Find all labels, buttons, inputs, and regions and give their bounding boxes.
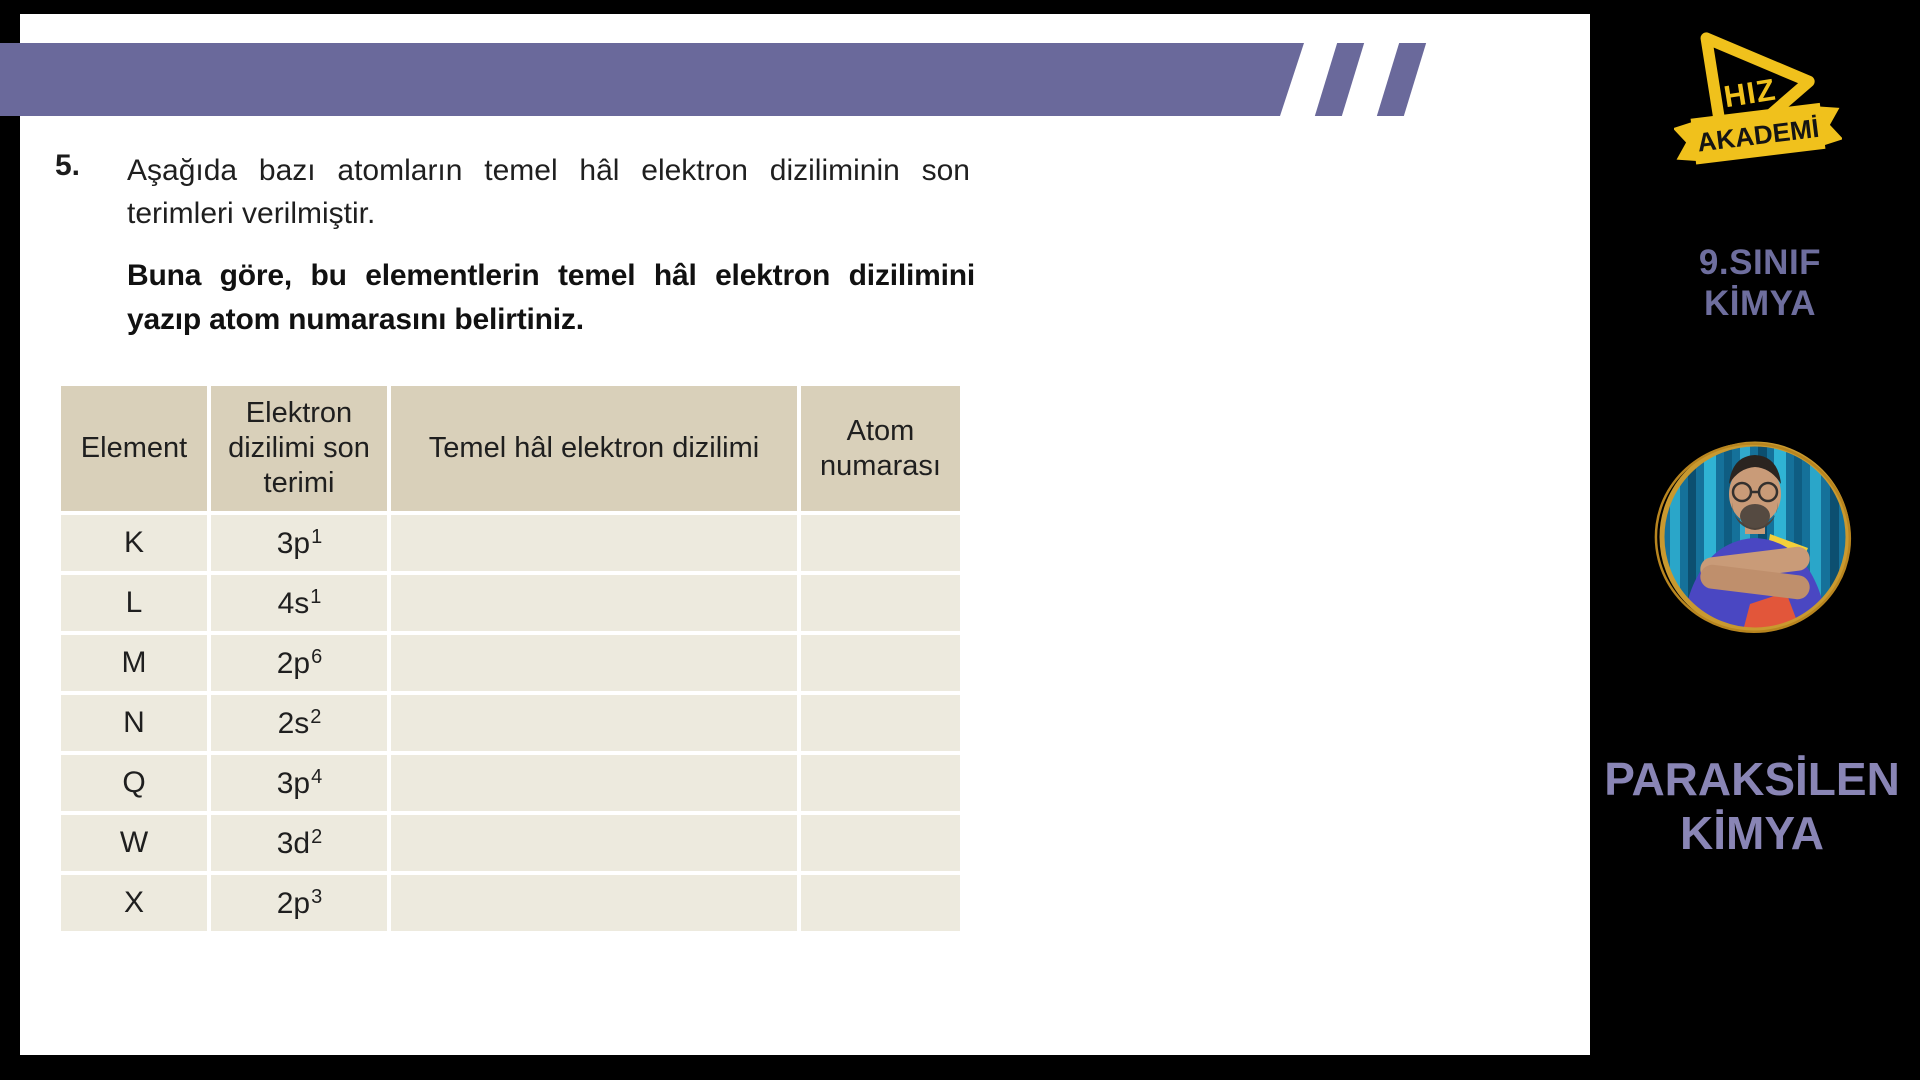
atomic-number-cell bbox=[801, 695, 960, 751]
term-cell: 2p3 bbox=[211, 875, 387, 931]
course-grade: 9.SINIF bbox=[1698, 243, 1822, 282]
photo-image bbox=[1663, 445, 1847, 629]
question-instruction: Buna göre, bu elementlerin temel hâl ele… bbox=[127, 259, 975, 336]
header-atomic-number: Atom numarası bbox=[801, 386, 960, 511]
header-last-term: Elektron dizilimi son terimi bbox=[211, 386, 387, 511]
term-superscript: 2 bbox=[310, 706, 322, 728]
config-cell bbox=[391, 575, 797, 631]
header-ground-state-config: Temel hâl elektron dizilimi bbox=[391, 386, 797, 511]
config-cell bbox=[391, 815, 797, 871]
element-cell: K bbox=[61, 515, 207, 571]
term-superscript: 1 bbox=[310, 586, 322, 608]
atomic-number-cell bbox=[801, 515, 960, 571]
hiz-akademi-logo: HIZ AKADEMİ bbox=[1674, 32, 1842, 165]
course-label: 9.SINIF KİMYA bbox=[1620, 242, 1900, 324]
brand-line1: PARAKSİLEN bbox=[1604, 753, 1900, 805]
question-number: 5. bbox=[55, 149, 81, 182]
term-cell: 3d2 bbox=[211, 815, 387, 871]
element-cell: L bbox=[61, 575, 207, 631]
element-cell: Q bbox=[61, 755, 207, 811]
header-accent-bar bbox=[0, 43, 1304, 116]
term-superscript: 6 bbox=[311, 646, 323, 668]
config-cell bbox=[391, 695, 797, 751]
question-text: Aşağıda bazı atomların temel hâl elektro… bbox=[127, 154, 970, 230]
header-element: Element bbox=[61, 386, 207, 511]
table-row: L 4s1 bbox=[61, 575, 960, 631]
element-cell: X bbox=[61, 875, 207, 931]
element-cell: N bbox=[61, 695, 207, 751]
term-cell: 2p6 bbox=[211, 635, 387, 691]
term-superscript: 2 bbox=[311, 826, 323, 848]
table-header-row: Element Elektron dizilimi son terimi Tem… bbox=[61, 386, 960, 511]
term-base: 2p bbox=[276, 887, 311, 920]
table-row: N 2s2 bbox=[61, 695, 960, 751]
table-row: M 2p6 bbox=[61, 635, 960, 691]
term-cell: 4s1 bbox=[211, 575, 387, 631]
config-cell bbox=[391, 635, 797, 691]
instructor-photo bbox=[1654, 441, 1852, 634]
electron-configuration-table: Element Elektron dizilimi son terimi Tem… bbox=[57, 382, 964, 935]
course-subject: KİMYA bbox=[1703, 284, 1817, 323]
term-superscript: 3 bbox=[311, 886, 323, 908]
logo-ribbon: AKADEMİ bbox=[1674, 102, 1842, 165]
term-base: 3p bbox=[276, 527, 311, 560]
config-cell bbox=[391, 875, 797, 931]
brand-label: PARAKSİLEN KİMYA bbox=[1585, 752, 1919, 860]
table-row: Q 3p4 bbox=[61, 755, 960, 811]
term-base: 2p bbox=[276, 647, 311, 680]
logo-text-top: HIZ bbox=[1722, 73, 1779, 115]
term-cell: 3p1 bbox=[211, 515, 387, 571]
term-superscript: 4 bbox=[311, 766, 323, 788]
element-cell: M bbox=[61, 635, 207, 691]
table-row: W 3d2 bbox=[61, 815, 960, 871]
element-cell: W bbox=[61, 815, 207, 871]
atomic-number-cell bbox=[801, 575, 960, 631]
term-base: 2s bbox=[277, 707, 310, 740]
brand-line2: KİMYA bbox=[1680, 807, 1824, 859]
atomic-number-cell bbox=[801, 755, 960, 811]
atomic-number-cell bbox=[801, 635, 960, 691]
term-base: 4s bbox=[277, 587, 310, 620]
term-superscript: 1 bbox=[311, 526, 323, 548]
config-cell bbox=[391, 755, 797, 811]
table-row: X 2p3 bbox=[61, 875, 960, 931]
atomic-number-cell bbox=[801, 875, 960, 931]
atomic-number-cell bbox=[801, 815, 960, 871]
table-row: K 3p1 bbox=[61, 515, 960, 571]
worksheet-page: 5. Aşağıda bazı atomların temel hâl elek… bbox=[20, 14, 1590, 1055]
term-cell: 2s2 bbox=[211, 695, 387, 751]
term-base: 3d bbox=[276, 827, 311, 860]
term-base: 3p bbox=[276, 767, 311, 800]
config-cell bbox=[391, 515, 797, 571]
term-cell: 3p4 bbox=[211, 755, 387, 811]
